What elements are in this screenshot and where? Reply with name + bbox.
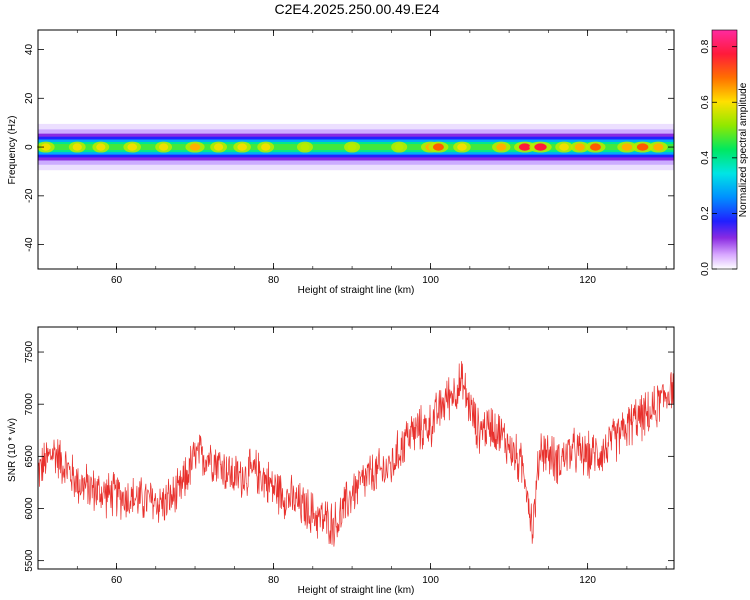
spectrogram-hotspot xyxy=(534,143,547,151)
colorbar-tick-label: 0.2 xyxy=(700,206,711,220)
x-tick-label: 120 xyxy=(579,275,596,286)
y-tick-label: 6000 xyxy=(24,497,35,520)
x-tick-label: 100 xyxy=(422,275,439,286)
spectrogram-y-label: Frequency (Hz) xyxy=(7,116,18,185)
snr-x-ticks: 60 80 100 120 xyxy=(37,327,667,586)
spectrogram-hotspot xyxy=(159,143,169,151)
snr-panel: 60 80 100 120 5500 6000 6500 7000 7500 Height o… xyxy=(7,326,675,596)
y-tick-label: 7000 xyxy=(24,393,35,416)
y-tick-label: 20 xyxy=(24,92,35,104)
colorbar-tick-label: 0.0 xyxy=(700,262,711,276)
spectrogram-x-label: Height of straight line (km) xyxy=(298,285,415,296)
spectrogram-hotspot xyxy=(621,143,633,151)
snr-background xyxy=(38,327,674,569)
y-tick-label: -40 xyxy=(24,237,35,252)
colorbar-tick-label: 0.8 xyxy=(700,39,711,53)
spectrogram-hotspot xyxy=(261,143,271,151)
spectrogram-hotspot xyxy=(347,143,357,151)
x-tick-label: 120 xyxy=(579,575,596,586)
x-tick-label: 100 xyxy=(422,575,439,586)
spectrogram-hotspot xyxy=(589,143,601,151)
spectrogram-hotspot xyxy=(213,143,224,151)
spectrogram-y-ticks: -40 -20 0 20 40 xyxy=(24,44,674,252)
x-tick-label: 60 xyxy=(111,275,123,286)
colorbar-tick-label: 0.6 xyxy=(700,95,711,109)
snr-series-line xyxy=(38,361,674,547)
y-tick-label: -20 xyxy=(24,188,35,203)
colorbar-tick-label: 0.4 xyxy=(700,150,711,164)
snr-y-ticks: 5500 6000 6500 7000 7500 xyxy=(24,340,674,572)
spectrogram-hotspot xyxy=(41,143,51,151)
spectrogram-hotspot xyxy=(300,143,310,151)
colorbar: 0.0 0.2 0.4 0.6 0.8 Normalized spectral ampl… xyxy=(700,29,749,276)
spectrogram-hotspot xyxy=(432,143,444,151)
y-tick-label: 0 xyxy=(24,144,35,150)
snr-y-label: SNR (10 * v/v) xyxy=(7,418,18,482)
x-tick-label: 60 xyxy=(111,575,123,586)
y-tick-label: 40 xyxy=(24,44,35,56)
spectrogram-x-ticks: 60 80 100 120 xyxy=(37,30,667,286)
colorbar-ticks: 0.0 0.2 0.4 0.6 0.8 xyxy=(700,39,737,276)
spectrogram-hotspot xyxy=(559,143,569,151)
spectrogram-hotspot xyxy=(496,143,507,151)
spectrogram-hotspot xyxy=(96,143,106,151)
spectrogram-hotspot xyxy=(518,143,531,151)
x-tick-label: 80 xyxy=(268,575,280,586)
spectrogram-hotspot xyxy=(636,143,649,151)
spectrogram-hotspot xyxy=(237,143,247,151)
spectrogram-heat xyxy=(37,123,674,171)
y-tick-label: 5500 xyxy=(24,549,35,572)
spectrogram-hotspot xyxy=(189,143,201,151)
spectrogram-frame xyxy=(37,29,675,270)
snr-frame xyxy=(37,326,675,570)
spectrogram-hotspot xyxy=(457,143,467,151)
spectrogram-hotspot xyxy=(394,143,404,151)
spectrogram-hotspot xyxy=(127,143,138,151)
spectrogram-panel: 60 80 100 120 -40 -20 0 20 40 Height of straigh… xyxy=(7,29,675,296)
spectrogram-hotspot xyxy=(653,143,664,151)
x-tick-label: 80 xyxy=(268,275,280,286)
colorbar-label: Normalized spectral amplitude xyxy=(738,82,749,217)
colorbar-gradient xyxy=(711,29,738,270)
snr-x-label: Height of straight line (km) xyxy=(298,585,415,596)
spectrogram-hotspot xyxy=(574,143,585,151)
chart-title: C2E4.2025.250.00.49.E24 xyxy=(274,1,439,17)
spectrogram-hotspot xyxy=(72,143,82,151)
y-tick-label: 6500 xyxy=(24,445,35,468)
y-tick-label: 7500 xyxy=(24,340,35,363)
